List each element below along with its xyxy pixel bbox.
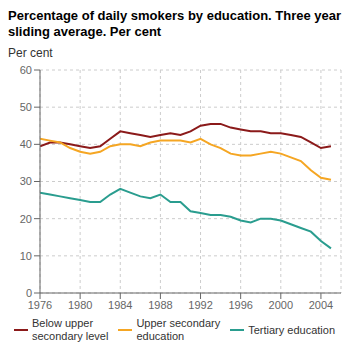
- html-text:Percentage of daily smokers by: Percentage of daily smokers by education…: [8, 8, 342, 39]
- html-text:Below upper secondary level: Below upper secondary level: [32, 317, 109, 342]
- svg-text:2000: 2000: [269, 299, 293, 311]
- svg-text:40: 40: [20, 138, 32, 150]
- svg-text:1976: 1976: [28, 299, 52, 311]
- svg-text:1980: 1980: [68, 299, 92, 311]
- html-text:Tertiary education: Tertiary education: [248, 323, 335, 336]
- html-text:Per cent: Per cent: [8, 46, 53, 60]
- svg-text:2004: 2004: [309, 299, 333, 311]
- svg-text:60: 60: [20, 64, 32, 76]
- svg-text:1988: 1988: [148, 299, 172, 311]
- svg-text:1992: 1992: [188, 299, 212, 311]
- svg-text:10: 10: [20, 250, 32, 262]
- svg-text:30: 30: [20, 175, 32, 187]
- svg-text:1996: 1996: [228, 299, 252, 311]
- svg-text:50: 50: [20, 101, 32, 113]
- svg-text:20: 20: [20, 213, 32, 225]
- svg-text:0: 0: [26, 287, 32, 299]
- html-text:Upper secondary education: Upper secondary education: [136, 317, 221, 342]
- svg-text:1984: 1984: [108, 299, 132, 311]
